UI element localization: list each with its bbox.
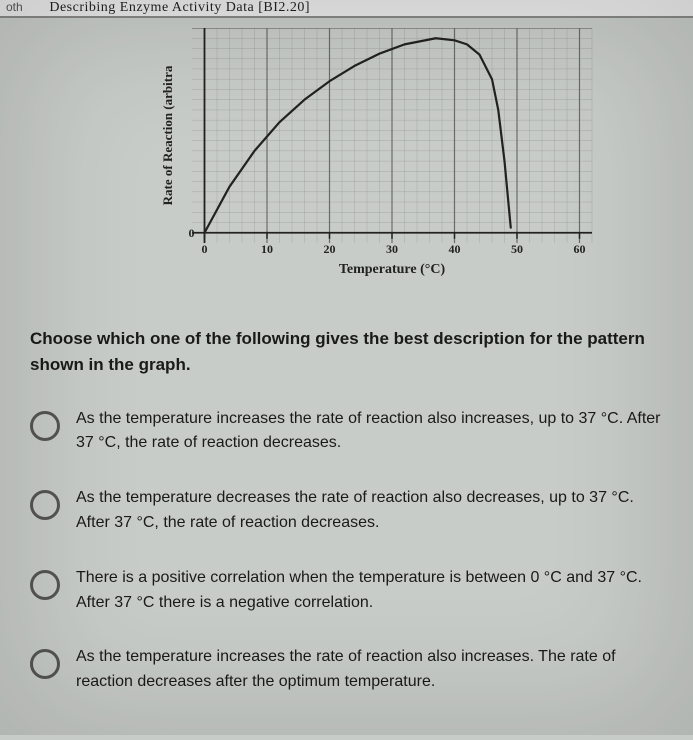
option-1-text: As the temperature increases the rate of… xyxy=(76,407,663,457)
browser-header-strip: oth Describing Enzyme Activity Data [BI2… xyxy=(0,0,693,18)
chart-svg: 0 10 20 30 40 50 60 0 Temperature (°C) Rate of Re… xyxy=(120,28,600,298)
svg-text:30: 30 xyxy=(386,242,398,256)
option-2-text: As the temperature decreases the rate of… xyxy=(76,486,663,536)
question-text: Choose which one of the following gives … xyxy=(20,326,673,379)
svg-text:0: 0 xyxy=(202,242,208,256)
radio-icon xyxy=(30,490,60,520)
option-2[interactable]: As the temperature decreases the rate of… xyxy=(30,486,663,536)
svg-text:40: 40 xyxy=(449,242,461,256)
radio-icon xyxy=(30,570,60,600)
page-title-fragment: Describing Enzyme Activity Data [BI2.20] xyxy=(49,0,310,15)
svg-text:50: 50 xyxy=(511,242,523,256)
svg-text:Temperature (°C): Temperature (°C) xyxy=(339,262,446,277)
svg-text:60: 60 xyxy=(574,242,586,256)
svg-text:20: 20 xyxy=(324,242,336,256)
enzyme-activity-chart: 0 10 20 30 40 50 60 0 Temperature (°C) Rate of Re… xyxy=(120,28,600,298)
radio-icon xyxy=(30,649,60,679)
tab-fragment: oth xyxy=(6,0,23,14)
svg-text:Rate of Reaction (arbitra: Rate of Reaction (arbitra xyxy=(160,65,175,205)
option-3[interactable]: There is a positive correlation when the… xyxy=(30,566,663,616)
svg-text:0: 0 xyxy=(189,226,195,240)
option-4-text: As the temperature increases the rate of… xyxy=(76,645,663,695)
option-4[interactable]: As the temperature increases the rate of… xyxy=(30,645,663,695)
page-content: 0 10 20 30 40 50 60 0 Temperature (°C) Rate of Re… xyxy=(0,18,693,740)
radio-icon xyxy=(30,411,60,441)
option-3-text: There is a positive correlation when the… xyxy=(76,566,663,616)
option-1[interactable]: As the temperature increases the rate of… xyxy=(30,407,663,457)
options-list: As the temperature increases the rate of… xyxy=(20,407,673,695)
svg-text:10: 10 xyxy=(261,242,273,256)
